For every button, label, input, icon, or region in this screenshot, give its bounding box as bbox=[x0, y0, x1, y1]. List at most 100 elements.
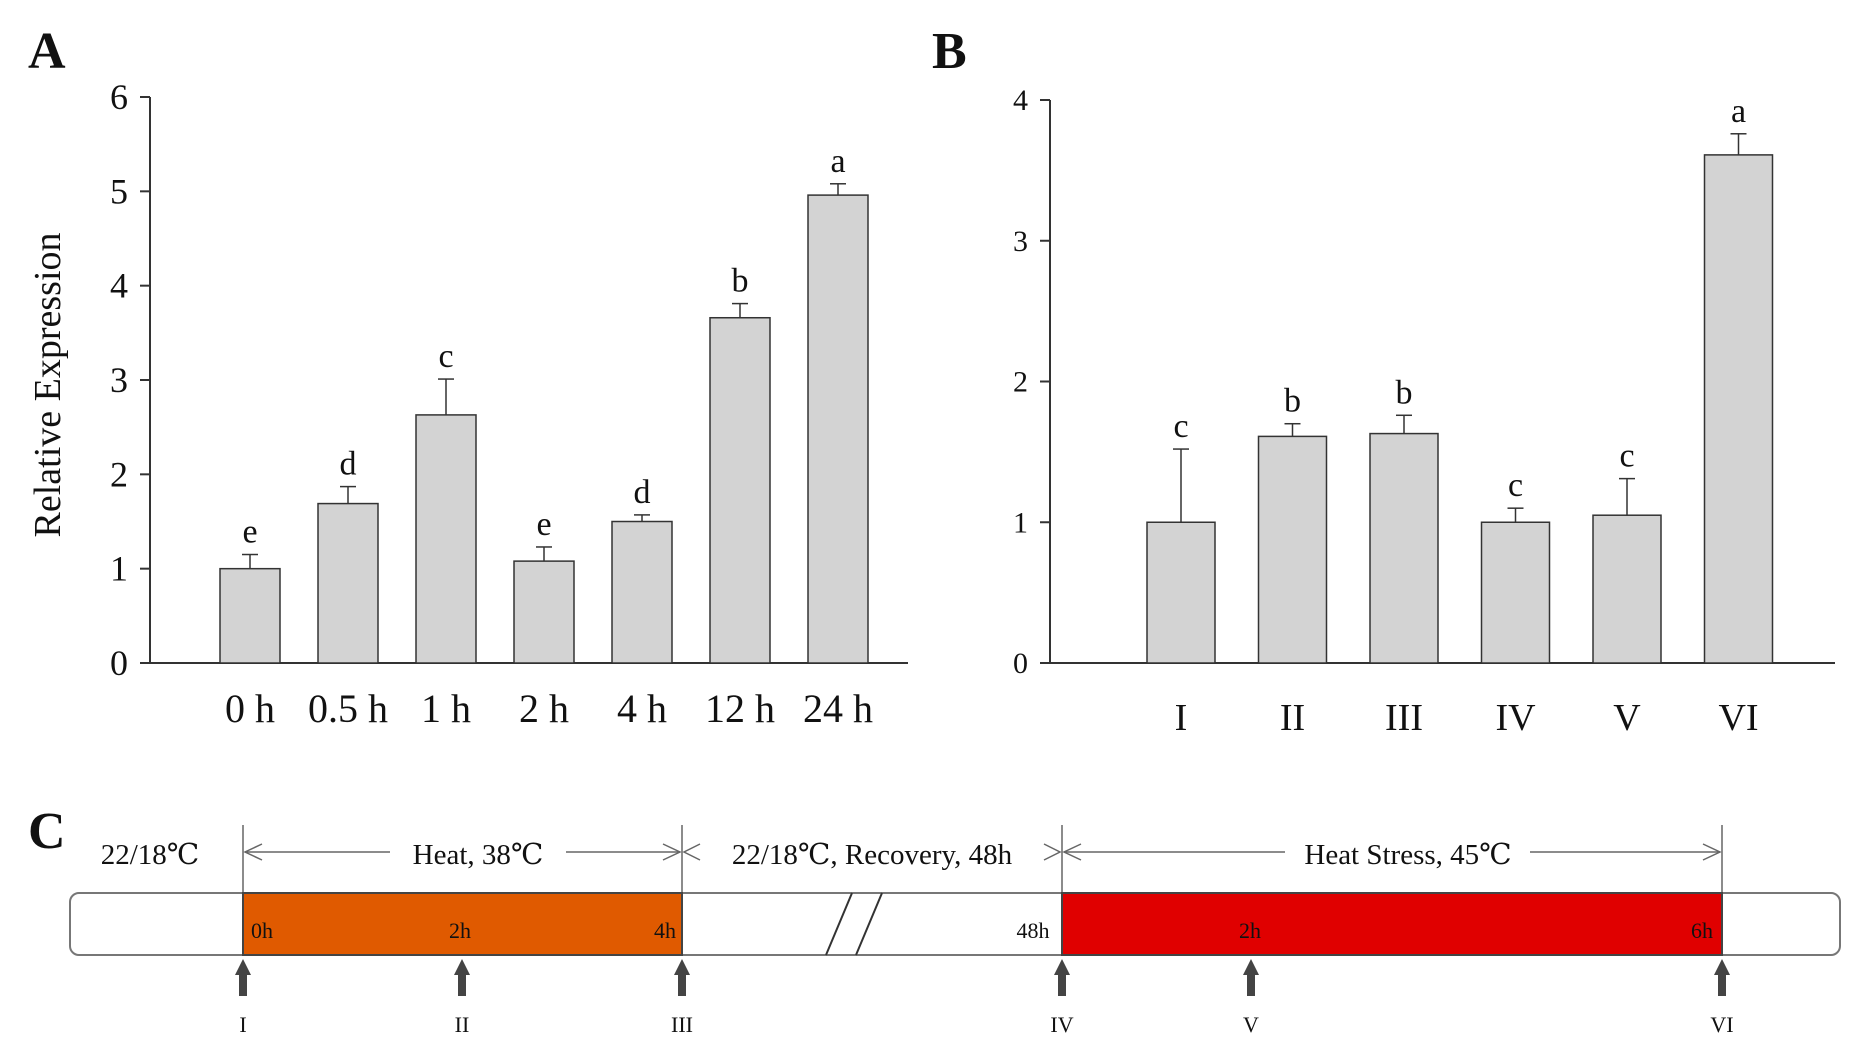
x-tick-label: 4 h bbox=[617, 686, 667, 731]
sampling-arrow-shaft bbox=[1718, 974, 1726, 996]
heat-phase-block bbox=[242, 892, 683, 956]
sampling-stage-label: III bbox=[671, 1012, 693, 1037]
y-tick-label: 5 bbox=[110, 171, 128, 211]
panel-c-timeline: C 22/18℃ Heat, 38℃ 22/18℃, Recovery, 48h… bbox=[28, 803, 1841, 1037]
panel-b-bars: c Ib II b III c IV c Va VI bbox=[1146, 93, 1774, 739]
significance-letter: a bbox=[830, 143, 845, 180]
sampling-arrowhead bbox=[674, 959, 690, 975]
panel-a: A Relative Expression 0 1 2 3 4 5 6 e 0 h d 0.5 h… bbox=[27, 23, 908, 731]
sampling-arrowhead bbox=[1714, 959, 1730, 975]
significance-letter: c bbox=[438, 338, 453, 375]
x-tick-label: I bbox=[1175, 697, 1188, 739]
y-tick-label: 0 bbox=[1013, 647, 1028, 680]
heat-stress-phase-block bbox=[1061, 892, 1723, 956]
panel-a-y-ticks: 0 1 2 3 4 5 6 bbox=[110, 77, 150, 683]
panel-b: B 0 1 2 3 4 c Ib II b III c IV c Va VI bbox=[932, 23, 1835, 739]
significance-letter: a bbox=[1731, 93, 1746, 130]
panel-a-y-axis-label: Relative Expression bbox=[27, 233, 69, 538]
x-tick-label: 12 h bbox=[705, 686, 775, 731]
x-tick-label: V bbox=[1613, 697, 1641, 739]
break-mark-right bbox=[855, 892, 883, 956]
bar bbox=[1146, 521, 1216, 664]
significance-letter: c bbox=[1508, 467, 1523, 504]
heat-label: Heat, 38℃ bbox=[413, 839, 544, 871]
x-tick-label: III bbox=[1385, 697, 1423, 739]
time-label-2h: 2h bbox=[449, 918, 471, 943]
bar bbox=[219, 567, 281, 664]
significance-letter: e bbox=[242, 514, 257, 551]
significance-letter: c bbox=[1619, 438, 1634, 475]
bar bbox=[1592, 514, 1662, 664]
sampling-stage-label: II bbox=[455, 1012, 470, 1037]
bar bbox=[513, 560, 575, 664]
bar bbox=[1703, 154, 1774, 664]
sampling-arrow-shaft bbox=[678, 974, 686, 996]
sampling-arrow-shaft bbox=[239, 974, 247, 996]
time-label-4h: 4h bbox=[654, 918, 676, 943]
sampling-arrow-shaft bbox=[458, 974, 466, 996]
recovery-arrowhead-left bbox=[682, 843, 701, 861]
y-tick-label: 1 bbox=[1013, 506, 1028, 539]
y-tick-label: 0 bbox=[110, 643, 128, 683]
sampling-arrowhead bbox=[454, 959, 470, 975]
sampling-stage-label: I bbox=[239, 1012, 246, 1037]
sampling-arrowhead bbox=[1243, 959, 1259, 975]
heat-arrowhead-left bbox=[243, 843, 263, 861]
recovery-label: 22/18℃, Recovery, 48h bbox=[732, 839, 1013, 871]
time-label-stress-2h: 2h bbox=[1239, 918, 1261, 943]
y-tick-label: 4 bbox=[1013, 84, 1028, 117]
x-tick-label: 24 h bbox=[803, 686, 873, 731]
significance-letter: b bbox=[732, 263, 749, 300]
time-label-0h: 0h bbox=[251, 918, 273, 943]
time-label-48h: 48h bbox=[1017, 918, 1050, 943]
break-mark-left bbox=[825, 892, 853, 956]
y-tick-label: 3 bbox=[1013, 225, 1028, 258]
significance-letter: c bbox=[1173, 408, 1188, 445]
y-tick-label: 4 bbox=[110, 266, 128, 306]
significance-letter: d bbox=[340, 446, 357, 483]
panel-a-letter: A bbox=[28, 23, 66, 80]
significance-letter: e bbox=[536, 506, 551, 543]
x-tick-label: 0 h bbox=[225, 686, 275, 731]
sampling-arrowhead bbox=[1054, 959, 1070, 975]
panel-b-letter: B bbox=[932, 23, 967, 80]
y-tick-label: 3 bbox=[110, 360, 128, 400]
x-tick-label: IV bbox=[1495, 697, 1536, 739]
sampling-stage-label: IV bbox=[1050, 1012, 1073, 1037]
bar bbox=[1369, 432, 1439, 664]
sampling-arrow-shaft bbox=[1058, 974, 1066, 996]
bar bbox=[611, 520, 673, 664]
time-label-6h: 6h bbox=[1691, 918, 1713, 943]
stress-label: Heat Stress, 45℃ bbox=[1304, 839, 1511, 871]
ambient-label: 22/18℃ bbox=[101, 839, 200, 871]
x-tick-label: VI bbox=[1718, 697, 1758, 739]
sampling-stage-label: V bbox=[1243, 1012, 1259, 1037]
panel-c-letter: C bbox=[28, 803, 66, 860]
recovery-arrowhead-right bbox=[1043, 843, 1062, 861]
sampling-arrow-shaft bbox=[1247, 974, 1255, 996]
bar bbox=[807, 194, 869, 664]
sampling-arrows: I II III IV V VI bbox=[235, 959, 1734, 1037]
bar bbox=[1480, 521, 1551, 664]
x-tick-label: 0.5 h bbox=[308, 686, 388, 731]
bar bbox=[317, 502, 379, 664]
significance-letter: b bbox=[1396, 374, 1413, 411]
x-tick-label: 2 h bbox=[519, 686, 569, 731]
significance-letter: b bbox=[1284, 383, 1301, 420]
panel-a-bars: e 0 h d 0.5 h c 1 h e 2 h d 4 h b 12 h a 24 h bbox=[219, 143, 873, 731]
panel-b-y-ticks: 0 1 2 3 4 bbox=[1013, 84, 1050, 680]
stress-arrowhead-right bbox=[1702, 843, 1722, 861]
heat-arrowhead-right bbox=[662, 843, 682, 861]
y-tick-label: 2 bbox=[1013, 366, 1028, 399]
significance-letter: d bbox=[634, 474, 651, 511]
sampling-arrowhead bbox=[235, 959, 251, 975]
y-tick-label: 6 bbox=[110, 77, 128, 117]
x-tick-label: 1 h bbox=[421, 686, 471, 731]
y-tick-label: 1 bbox=[110, 549, 128, 589]
x-tick-label: II bbox=[1280, 697, 1305, 739]
bar bbox=[1257, 435, 1328, 664]
stress-arrowhead-left bbox=[1062, 843, 1082, 861]
bar bbox=[415, 414, 477, 664]
bar bbox=[709, 316, 771, 664]
